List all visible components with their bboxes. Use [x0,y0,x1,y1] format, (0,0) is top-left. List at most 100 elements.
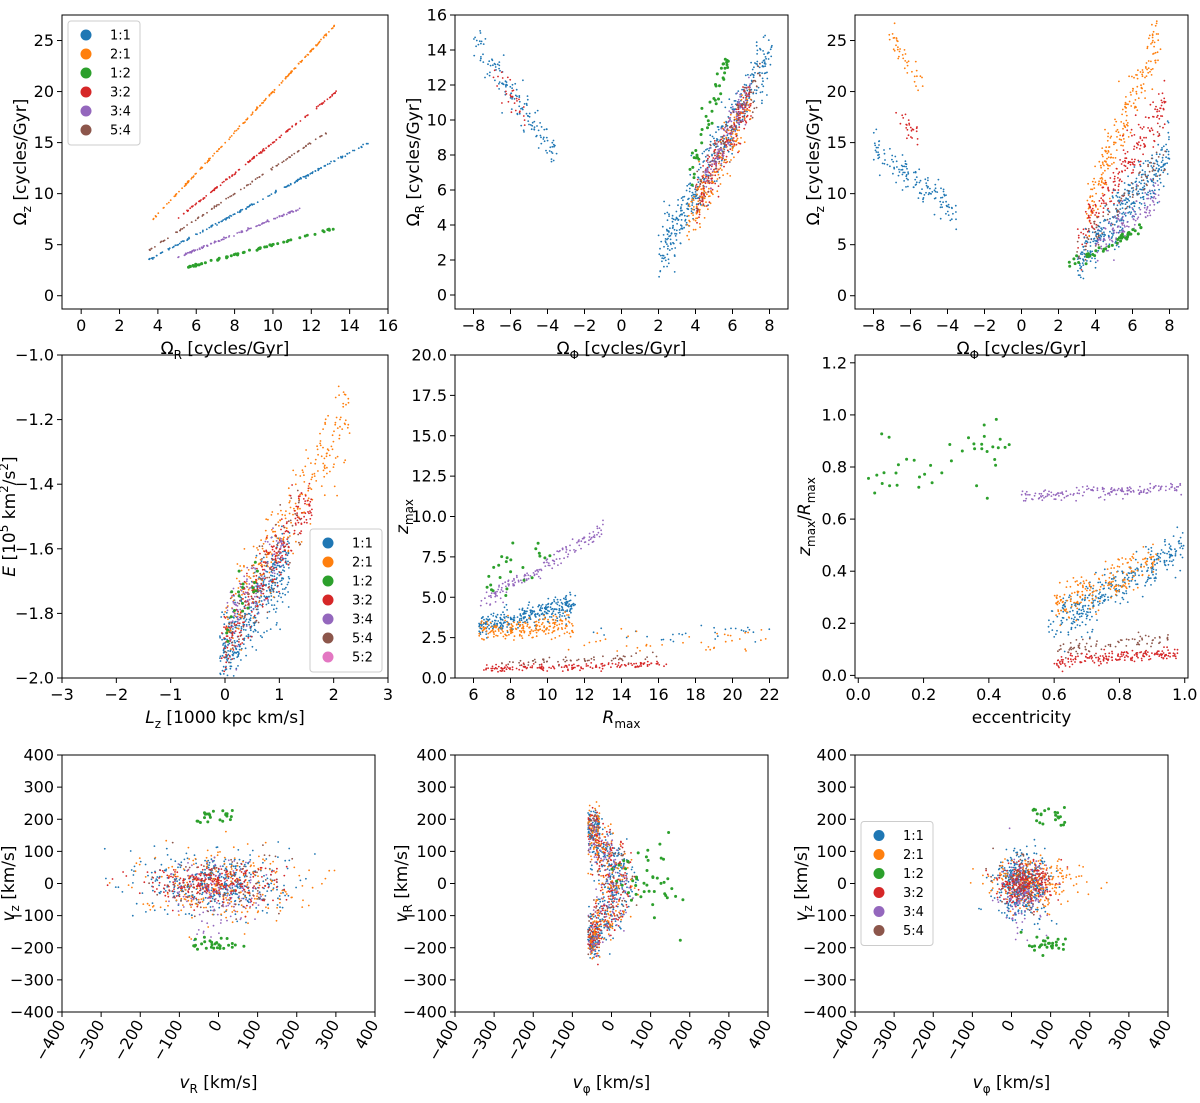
point-2-1 [1120,144,1122,147]
point-1-1 [685,189,688,192]
point-1-1 [753,100,756,102]
point-2-1 [564,618,567,621]
point-5-4 [1123,192,1126,195]
point-3-4 [732,140,735,143]
point-5-4 [722,142,725,145]
point-2-1 [1145,75,1148,77]
point-1-1 [499,624,502,627]
point-5-4 [320,134,323,137]
point-1-1 [752,631,755,634]
point-1-1 [674,247,677,249]
point-5-4 [754,80,757,83]
point-1-1 [1119,203,1122,206]
point-2-1 [521,627,523,630]
point-1-1 [503,606,506,609]
point-1-1 [199,232,202,234]
point-2-1 [257,549,259,551]
point-1-1 [148,258,151,261]
point-1-1 [492,64,494,67]
point-3-4 [1105,245,1108,248]
point-2-1 [904,60,907,62]
point-1-1 [1161,159,1164,162]
point-2-1 [289,535,291,537]
point-1-1 [281,532,284,535]
point-3-2 [213,189,215,191]
point-1-1 [521,609,524,611]
point-1-1 [539,607,542,609]
point-2-1 [208,159,211,162]
point-1-1 [600,627,603,630]
point-3-4 [1121,200,1124,203]
point-3-2 [226,178,228,181]
point-5-4 [744,90,746,93]
point-3-2 [1080,269,1083,271]
point-5-4 [726,128,729,131]
point-3-4 [226,606,229,609]
point-3-2 [270,143,272,146]
point-1-2 [331,227,335,231]
point-3-2 [1076,228,1079,231]
point-1-1 [267,195,269,198]
y-tick-label: 15 [34,133,54,152]
point-3-4 [733,125,736,128]
point-2-1 [917,89,919,92]
point-3-2 [259,151,262,154]
point-1-1 [260,600,263,602]
point-3-2 [326,98,329,101]
point-3-4 [272,527,274,530]
point-1-1 [344,155,347,158]
point-2-1 [288,512,291,515]
point-5-4 [752,91,755,94]
point-5-4 [1115,207,1117,210]
point-2-1 [703,197,706,200]
point-3-2 [1077,247,1079,249]
point-1-1 [540,605,543,607]
point-1-1 [1165,143,1167,146]
point-1-1 [555,602,557,604]
point-3-4 [729,141,732,144]
point-3-2 [522,106,525,108]
point-2-1 [544,633,547,635]
point-2-1 [704,191,707,194]
point-3-2 [308,482,311,485]
point-2-1 [296,507,299,510]
point-2-1 [504,619,507,622]
point-3-2 [1095,211,1098,214]
point-2-1 [280,81,283,84]
point-3-2 [220,657,223,660]
point-3-4 [1144,192,1147,194]
point-1-1 [746,89,749,92]
point-1-1 [724,106,727,109]
point-1-1 [244,629,247,631]
point-2-1 [1107,164,1110,167]
point-2-1 [256,107,258,110]
point-1-1 [927,185,929,188]
point-3-4 [720,162,723,165]
point-3-2 [280,134,283,137]
point-1-1 [484,38,487,40]
point-1-1 [262,198,264,201]
point-3-4 [274,564,277,566]
point-2-1 [194,173,197,175]
point-2-1 [1153,45,1155,48]
point-1-1 [1159,181,1162,184]
point-3-2 [1094,204,1097,207]
point-3-2 [290,549,292,552]
point-1-1 [551,141,554,144]
point-3-2 [1117,185,1120,188]
point-3-4 [263,599,266,602]
point-2-1 [1102,182,1105,185]
point-1-1 [556,598,559,601]
point-5-4 [216,204,219,206]
point-5-4 [714,160,717,163]
point-1-1 [1116,192,1119,194]
point-2-1 [1107,167,1109,170]
point-2-1 [310,488,313,491]
point-5-4 [279,558,282,560]
point-5-4 [715,145,718,148]
point-2-1 [1141,69,1144,71]
point-3-4 [188,251,191,254]
point-3-4 [1099,239,1102,242]
point-3-2 [723,165,725,168]
point-2-1 [270,561,273,564]
